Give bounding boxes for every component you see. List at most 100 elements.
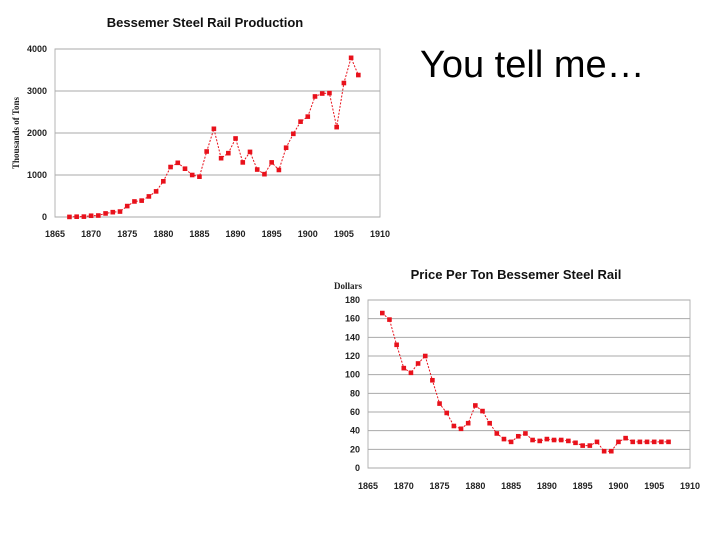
- x-tick-label: 1895: [573, 481, 593, 491]
- y-tick-label: 140: [345, 332, 360, 342]
- data-point: [623, 435, 628, 441]
- data-point: [601, 448, 607, 454]
- data-point: [334, 124, 339, 130]
- data-point: [473, 403, 478, 408]
- x-tick-label: 1910: [680, 481, 700, 491]
- data-point: [298, 119, 303, 124]
- y-tick-label: 80: [350, 388, 360, 398]
- x-tick-label: 1890: [226, 229, 246, 239]
- x-tick-label: 1865: [45, 229, 65, 239]
- data-point: [594, 439, 600, 445]
- data-point: [487, 420, 492, 426]
- x-tick-label: 1875: [117, 229, 137, 239]
- data-point: [608, 448, 614, 454]
- data-point: [494, 431, 500, 436]
- data-point: [573, 440, 578, 446]
- data-point: [132, 199, 137, 204]
- y-tick-label: 20: [350, 444, 360, 454]
- production-chart: 0 1000 2000 3000 4000 1865 1870 1875 1880 1885 189…: [11, 15, 390, 239]
- data-point: [146, 194, 152, 199]
- data-point: [139, 198, 144, 203]
- data-point: [523, 431, 528, 436]
- data-point: [659, 439, 664, 445]
- y-tick-label: 3000: [27, 86, 47, 96]
- data-point: [153, 189, 159, 194]
- data-point: [630, 439, 636, 445]
- data-point: [644, 439, 650, 445]
- data-point: [558, 437, 564, 443]
- data-point: [197, 174, 202, 179]
- data-point: [401, 365, 407, 371]
- data-point: [387, 317, 392, 322]
- y-tick-label: 1000: [27, 170, 47, 180]
- data-point: [356, 72, 361, 78]
- y-tick-label: 180: [345, 295, 360, 305]
- data-point: [247, 149, 253, 155]
- data-point: [415, 361, 421, 366]
- data-point: [189, 172, 195, 178]
- x-tick-label: 1880: [153, 229, 173, 239]
- x-tick-label: 1870: [81, 229, 101, 239]
- data-point: [408, 370, 414, 376]
- data-point: [175, 160, 181, 166]
- data-point: [124, 203, 130, 209]
- data-point: [480, 408, 485, 414]
- data-point: [168, 164, 173, 170]
- data-point: [537, 438, 543, 444]
- y-tick-label: 0: [355, 463, 360, 473]
- data-point: [544, 436, 550, 442]
- x-tick-label: 1875: [430, 481, 450, 491]
- y-axis-label: Dollars: [334, 281, 362, 291]
- data-point: [444, 410, 450, 416]
- data-point: [204, 149, 209, 154]
- data-point: [103, 211, 108, 216]
- data-point: [305, 114, 311, 119]
- y-axis-label: Thousands of Tons: [11, 96, 21, 169]
- data-point: [182, 166, 188, 171]
- data-point: [651, 439, 657, 445]
- y-tick-label: 60: [350, 407, 360, 417]
- x-tick-label: 1905: [644, 481, 664, 491]
- slide-text: You tell me…: [420, 44, 645, 86]
- y-tick-label: 2000: [27, 128, 47, 138]
- data-point: [96, 213, 101, 218]
- y-tick-label: 100: [345, 370, 360, 380]
- x-tick-label: 1900: [298, 229, 318, 239]
- x-tick-label: 1895: [262, 229, 282, 239]
- data-point: [508, 439, 514, 445]
- x-tick-label: 1885: [189, 229, 209, 239]
- data-point: [218, 155, 224, 161]
- data-point: [233, 136, 238, 141]
- x-tick-label: 1910: [370, 229, 390, 239]
- series-line: [69, 56, 359, 218]
- data-point: [283, 145, 289, 150]
- data-point: [226, 150, 231, 156]
- data-point: [501, 436, 507, 442]
- data-point: [276, 167, 282, 173]
- data-point: [262, 171, 267, 177]
- data-point: [515, 433, 521, 439]
- chart-title: Price Per Ton Bessemer Steel Rail: [411, 267, 622, 282]
- data-point: [341, 80, 347, 86]
- data-point: [319, 91, 325, 96]
- data-point: [380, 310, 385, 316]
- data-point: [161, 179, 166, 184]
- data-point: [530, 437, 535, 443]
- data-point: [240, 160, 246, 165]
- y-tick-label: 4000: [27, 44, 47, 54]
- data-point: [348, 55, 354, 61]
- x-tick-label: 1885: [501, 481, 521, 491]
- data-point: [616, 439, 621, 445]
- data-point: [117, 209, 123, 214]
- x-tick-label: 1880: [465, 481, 485, 491]
- data-point: [637, 439, 643, 445]
- data-point: [67, 214, 72, 220]
- data-point: [451, 423, 457, 429]
- data-point: [587, 443, 593, 448]
- data-point: [465, 420, 471, 426]
- y-tick-label: 120: [345, 351, 360, 361]
- chart-title: Bessemer Steel Rail Production: [107, 15, 304, 30]
- price-chart: 0 20 40 60 80 100 120 140 160 180 1865 1870 1875 1880…: [334, 267, 700, 491]
- data-point: [269, 160, 274, 165]
- data-point: [81, 214, 87, 219]
